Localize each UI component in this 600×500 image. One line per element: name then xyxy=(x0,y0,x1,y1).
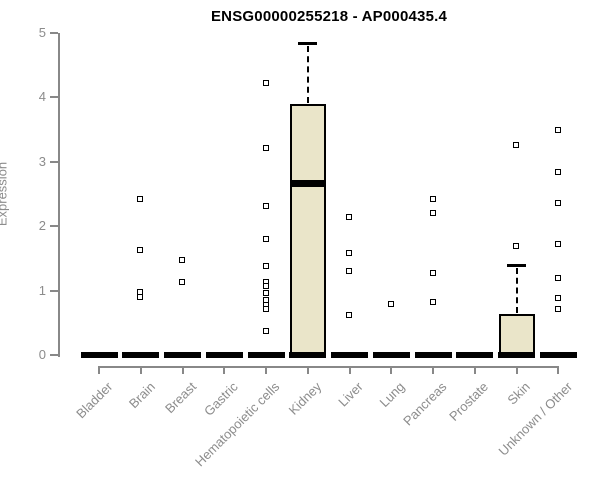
y-tick-mark xyxy=(50,96,58,99)
whisker-cap xyxy=(298,41,318,45)
y-tick-label: 0 xyxy=(38,347,46,362)
chart-title: ENSG00000255218 - AP000435.4 xyxy=(210,8,448,25)
x-tick-label: Breast xyxy=(162,379,200,417)
x-tick-label: Prostate xyxy=(446,379,492,424)
baseline-median-bar xyxy=(80,352,118,358)
outlier-point xyxy=(554,295,561,302)
x-tick-label: Skin xyxy=(504,379,534,408)
outlier-point xyxy=(179,256,186,263)
x-tick-mark xyxy=(306,366,309,374)
outlier-point xyxy=(262,79,269,86)
outlier-point xyxy=(262,306,269,313)
y-tick-mark xyxy=(50,225,58,228)
outlier-point xyxy=(429,209,436,216)
baseline-median-bar xyxy=(247,352,285,358)
outlier-point xyxy=(346,312,353,319)
outlier-point xyxy=(262,283,269,290)
y-tick-label: 3 xyxy=(38,153,46,169)
baseline-median-bar xyxy=(164,352,202,358)
baseline-median-bar xyxy=(205,352,243,358)
y-axis-label: Expression xyxy=(0,161,10,227)
outlier-point xyxy=(137,246,144,253)
y-tick-label: 4 xyxy=(38,89,46,105)
x-tick-mark xyxy=(348,366,351,374)
x-tick-label: Kidney xyxy=(285,379,325,418)
baseline-median-bar xyxy=(414,352,452,358)
y-axis-line xyxy=(58,33,60,357)
baseline-median-bar xyxy=(456,352,494,358)
outlier-point xyxy=(137,294,144,301)
baseline-median-bar xyxy=(331,352,369,358)
x-tick-mark xyxy=(390,366,393,374)
outlier-point xyxy=(554,305,561,312)
x-tick-mark xyxy=(473,366,476,374)
y-tick-label: 1 xyxy=(38,282,46,298)
x-tick-label: Brain xyxy=(125,379,158,412)
whisker-line xyxy=(515,267,518,314)
whisker-line xyxy=(306,45,309,103)
x-tick-label: Gastric xyxy=(201,379,241,419)
outlier-point xyxy=(513,243,519,250)
outlier-point xyxy=(262,145,269,152)
baseline-median-bar xyxy=(539,352,577,358)
outlier-point xyxy=(554,199,561,206)
baseline-median-bar xyxy=(122,352,160,358)
outlier-point xyxy=(346,268,353,275)
outlier-point xyxy=(137,196,144,203)
x-tick-mark xyxy=(557,366,560,374)
median-bar xyxy=(289,180,326,188)
outlier-point xyxy=(346,250,353,257)
y-tick-label: 2 xyxy=(38,218,46,234)
x-tick-label: Lung xyxy=(376,379,408,411)
outlier-point xyxy=(262,263,269,270)
x-tick-mark xyxy=(515,366,518,374)
outlier-point xyxy=(179,278,186,285)
baseline-median-bar xyxy=(498,352,535,358)
x-tick-mark xyxy=(265,366,268,374)
outlier-point xyxy=(387,301,394,308)
x-tick-mark xyxy=(181,366,184,374)
outlier-point xyxy=(346,214,353,221)
x-tick-label: Unknown / Other xyxy=(495,379,575,459)
outlier-point xyxy=(429,196,436,203)
y-tick-mark xyxy=(50,289,58,292)
x-tick-mark xyxy=(223,366,226,374)
outlier-point xyxy=(262,202,269,209)
outlier-point xyxy=(262,290,269,297)
y-tick-mark xyxy=(50,160,58,163)
baseline-median-bar xyxy=(372,352,410,358)
outlier-point xyxy=(429,299,436,306)
outlier-point xyxy=(554,241,561,248)
x-tick-label: Liver xyxy=(335,379,367,410)
outlier-point xyxy=(429,270,436,277)
x-tick-label: Pancreas xyxy=(400,379,450,429)
y-tick-mark xyxy=(50,354,58,356)
outlier-point xyxy=(262,235,269,242)
x-tick-mark xyxy=(139,366,142,374)
baseline-median-bar xyxy=(289,352,327,358)
outlier-point xyxy=(554,274,561,281)
outlier-point xyxy=(513,141,519,148)
box-rect xyxy=(289,103,326,358)
outlier-point xyxy=(262,328,269,335)
x-tick-label: Bladder xyxy=(73,379,116,422)
y-tick-label: 5 xyxy=(38,25,46,40)
x-tick-mark xyxy=(98,366,101,374)
y-tick-mark xyxy=(50,32,58,34)
whisker-cap xyxy=(507,263,526,267)
outlier-point xyxy=(554,168,561,175)
x-tick-mark xyxy=(432,366,435,374)
outlier-point xyxy=(554,126,561,133)
x-axis-line xyxy=(98,366,560,368)
